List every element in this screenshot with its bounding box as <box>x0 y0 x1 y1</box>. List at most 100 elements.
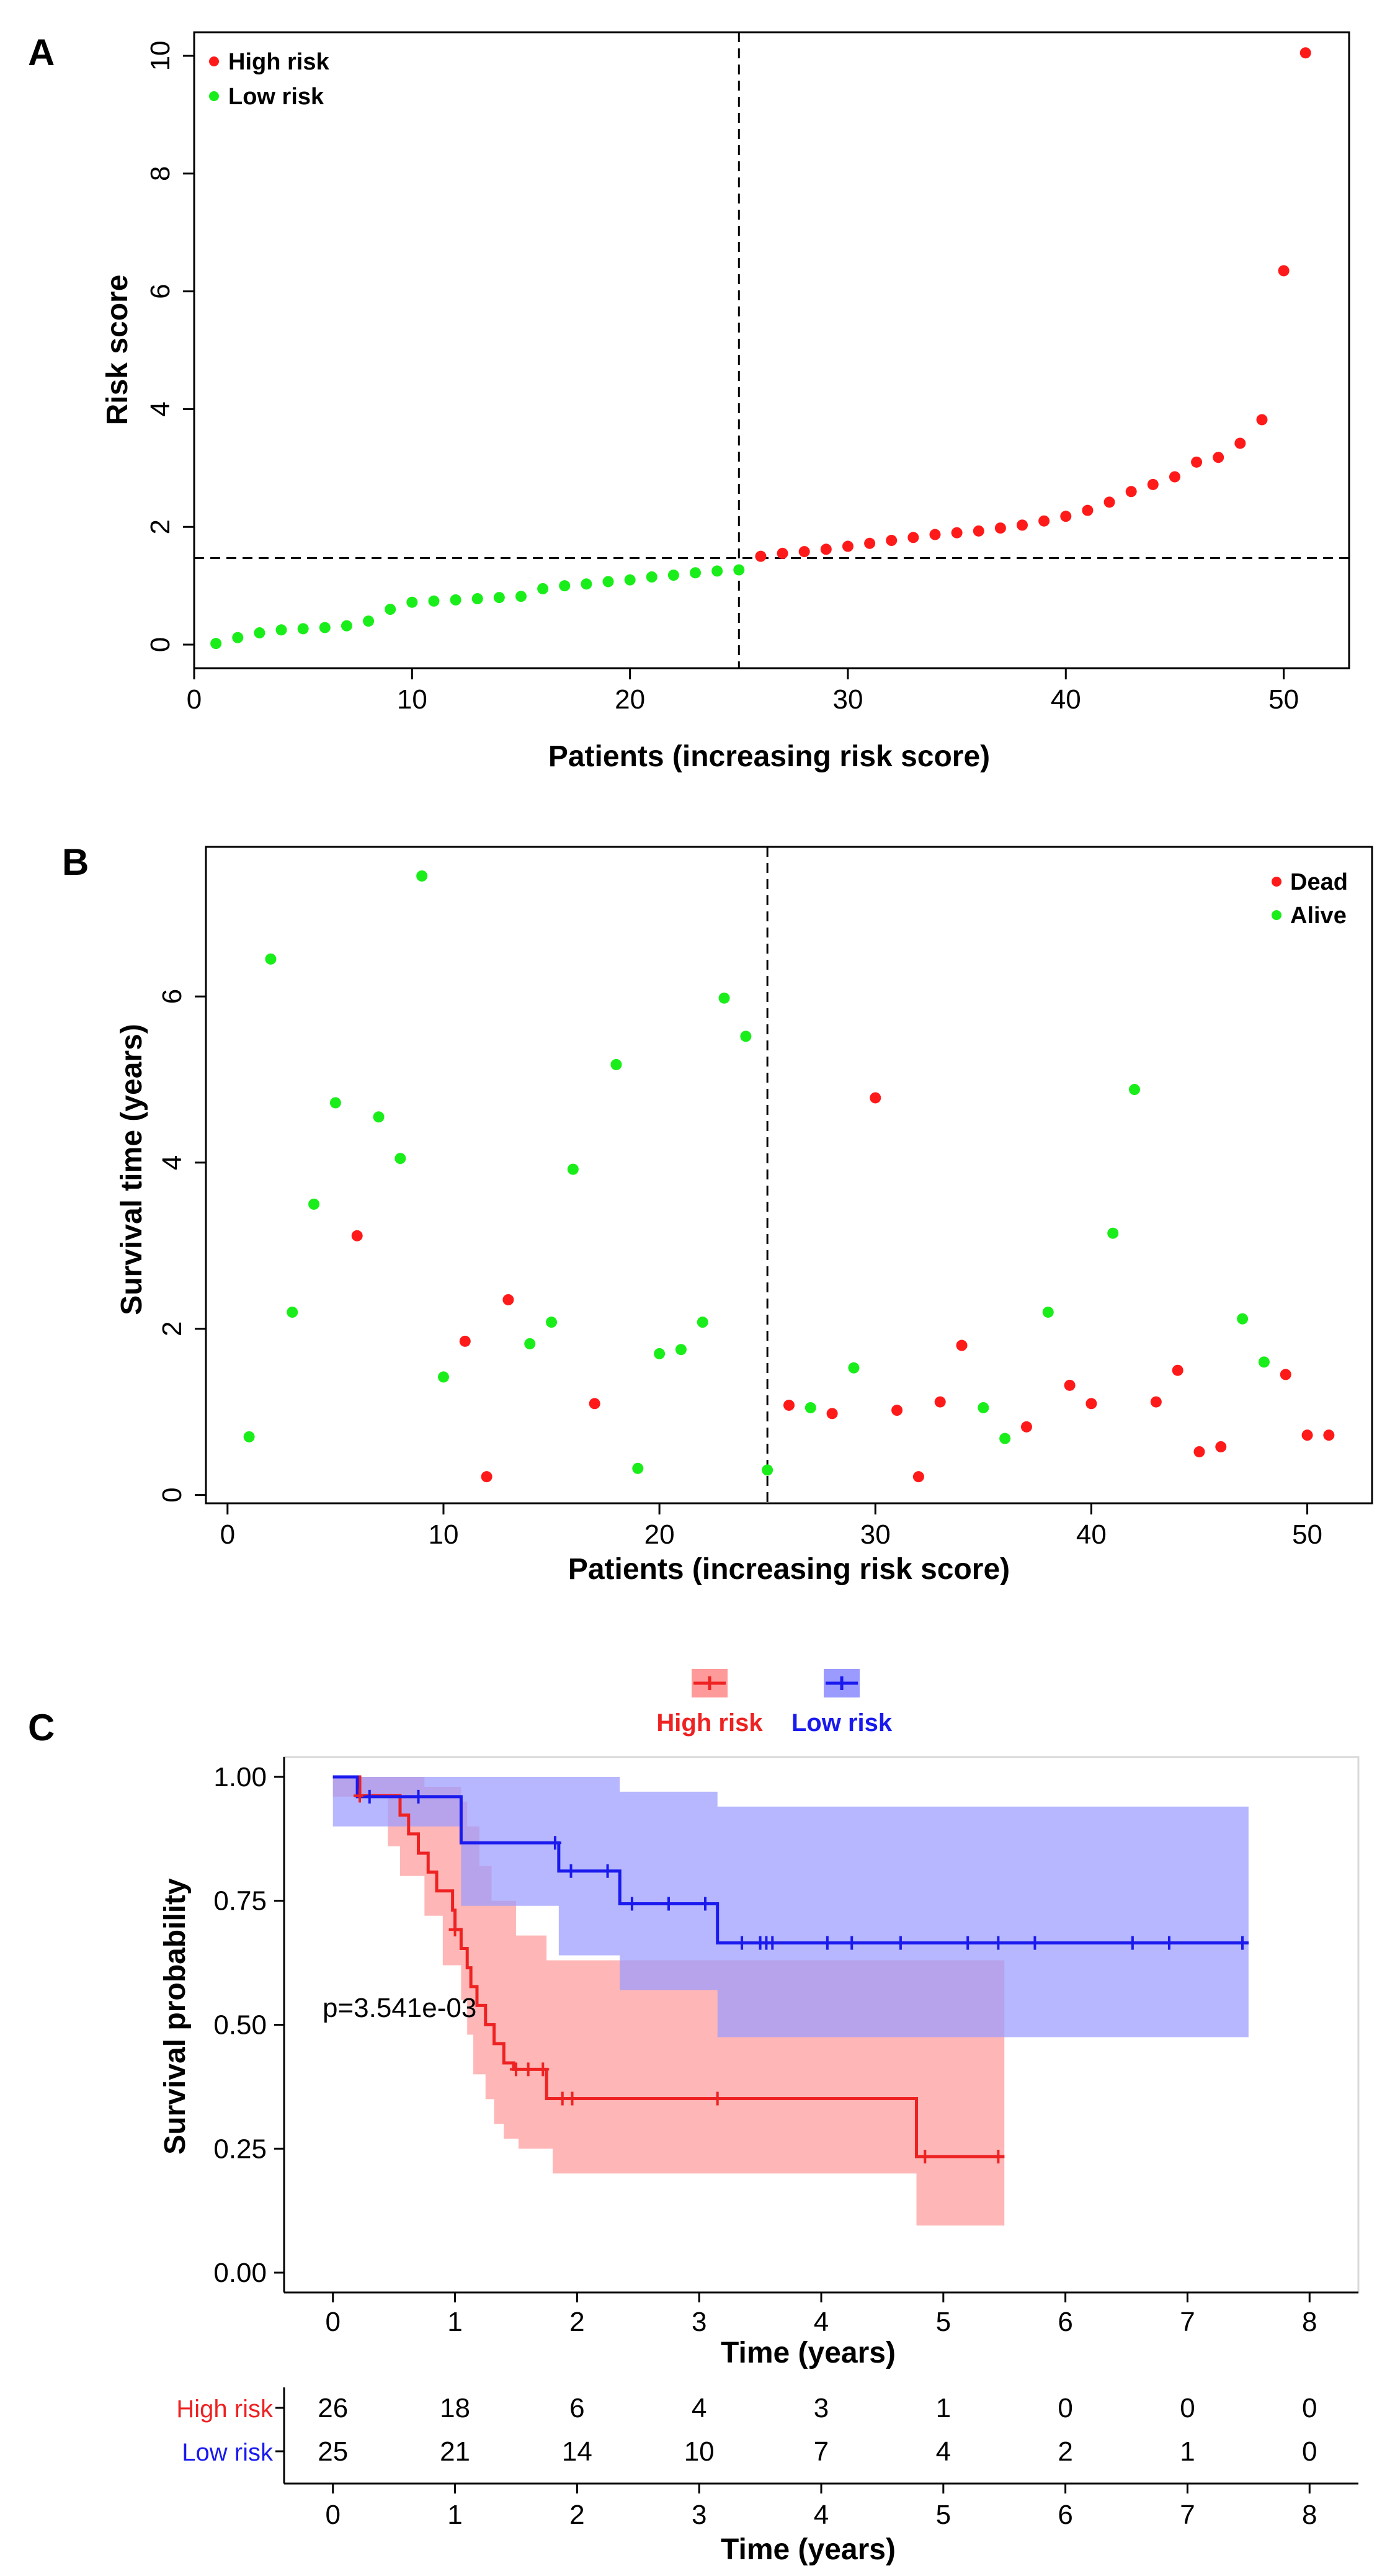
panel-a-point-high-risk <box>1082 504 1094 516</box>
km-ci-band-low-risk <box>332 1776 1249 2037</box>
panel-b-point-alive <box>1258 1356 1270 1368</box>
panel-b-point-alive <box>243 1431 255 1442</box>
panel-a-point-low-risk <box>385 604 396 615</box>
risk-table-x-tick-label: 0 <box>325 2500 340 2530</box>
legend-km-high-label: High risk <box>656 1709 763 1737</box>
panel-b-point-dead <box>1301 1429 1313 1441</box>
km-censor-mark <box>412 1789 425 1804</box>
legend-dead-label: Dead <box>1290 869 1348 895</box>
legend-alive-marker <box>1272 910 1281 920</box>
panel-b-point-alive <box>762 1464 773 1476</box>
risk-table-x-tick-label: 8 <box>1302 2500 1317 2530</box>
panel-a-x-label: Patients (increasing risk score) <box>548 740 990 773</box>
risk-table-cell: 7 <box>814 2436 829 2467</box>
km-censor-mark <box>1236 1936 1249 1950</box>
panel-c-x-tick-label: 3 <box>692 2307 706 2337</box>
km-censor-mark <box>537 2062 550 2077</box>
panel-c-y-tick-label: 0.00 <box>213 2258 267 2288</box>
panel-b-point-alive <box>1237 1313 1249 1325</box>
legend-dead-marker <box>1272 877 1281 887</box>
panel-a-x-tick-label: 20 <box>615 684 645 715</box>
panel-c-legend: High risk Low risk <box>656 1669 893 1737</box>
panel-b-point-dead <box>1020 1421 1032 1433</box>
km-censor-mark <box>601 1864 614 1878</box>
panel-c-x-tick-label: 8 <box>1302 2307 1317 2337</box>
panel-b-point-dead <box>1064 1379 1076 1391</box>
panel-b-point-alive <box>1107 1227 1119 1239</box>
panel-c-y-tick-label: 0.75 <box>213 1886 267 1916</box>
panel-b-point-dead <box>1280 1369 1291 1380</box>
km-censor-mark <box>821 1936 834 1950</box>
panel-c-x-tick-label: 0 <box>325 2307 340 2337</box>
panel-a-point-high-risk <box>1038 515 1050 527</box>
panel-c-ticks: 0 1 2 3 4 5 6 7 8 0.00 0.25 0.50 0.75 1.00 <box>213 1762 1317 2337</box>
panel-a-point-low-risk <box>690 567 702 579</box>
panel-b-ticks: 0 10 20 30 40 50 0 2 4 6 <box>157 989 1322 1550</box>
legend-high-risk-marker <box>209 56 219 66</box>
km-censor-mark <box>992 2150 1005 2164</box>
panel-b-point-dead <box>351 1230 363 1241</box>
km-censor-mark <box>662 1897 675 1911</box>
panel-a-point-high-risk <box>1103 496 1115 508</box>
panel-a-label: A <box>28 32 55 73</box>
panel-a-point-low-risk <box>515 591 527 602</box>
panel-c-x-tick-label: 5 <box>936 2307 951 2337</box>
panel-a-point-high-risk <box>1017 519 1028 531</box>
km-ci-band-high-risk <box>332 1776 1005 2226</box>
panel-b-y-label: Survival time (years) <box>115 1024 148 1315</box>
panel-b-point-dead <box>891 1405 903 1416</box>
panel-b-point-alive <box>1129 1084 1141 1096</box>
risk-table-x-tick-label: 5 <box>936 2500 951 2530</box>
panel-a-point-high-risk <box>1256 414 1268 426</box>
km-censor-mark <box>699 1897 712 1911</box>
panel-b-x-tick-label: 40 <box>1076 1519 1107 1550</box>
panel-b-point-dead <box>459 1335 471 1347</box>
panel-a-point-high-risk <box>951 527 963 539</box>
legend-low-risk-label: Low risk <box>228 84 324 110</box>
panel-b-point-alive <box>437 1371 449 1383</box>
risk-table-x-tick-label: 3 <box>692 2500 706 2530</box>
panel-a-point-low-risk <box>275 624 287 636</box>
panel-b-point-dead <box>934 1396 946 1408</box>
panel-a-point-high-risk <box>886 535 898 547</box>
panel-a-point-low-risk <box>319 622 331 633</box>
risk-table-x-label: Time (years) <box>721 2533 896 2566</box>
risk-table-x-tick-label: 2 <box>569 2500 584 2530</box>
km-censor-mark <box>992 1936 1005 1950</box>
panel-b-x-tick-label: 0 <box>220 1519 235 1550</box>
panel-b-point-alive <box>610 1058 622 1070</box>
panel-b-point-dead <box>502 1294 514 1305</box>
panel-a-point-low-risk <box>733 564 745 576</box>
risk-table-x-tick-label: 7 <box>1180 2500 1195 2530</box>
panel-b-x-tick-label: 50 <box>1292 1519 1322 1550</box>
panel-b-point-dead <box>826 1408 838 1420</box>
panel-b-y-tick-label: 4 <box>157 1155 187 1170</box>
risk-table-cell: 2 <box>1058 2436 1072 2467</box>
km-censor-mark <box>1126 1936 1139 1950</box>
panel-b-point-dead <box>1085 1398 1097 1410</box>
panel-b-point-alive <box>373 1111 385 1123</box>
panel-c-x-tick-label: 2 <box>569 2307 584 2337</box>
panel-a-y-tick-label: 10 <box>145 40 176 71</box>
risk-table-cell: 3 <box>814 2393 829 2423</box>
panel-a-point-high-risk <box>755 550 767 562</box>
panel-c-x-tick-label: 1 <box>447 2307 462 2337</box>
panel-b-point-alive <box>804 1402 816 1413</box>
panel-b-point-alive <box>999 1433 1011 1444</box>
risk-table-cell: 4 <box>936 2436 951 2467</box>
risk-table-cell: 4 <box>692 2393 706 2423</box>
panel-a-y-tick-label: 0 <box>145 637 176 652</box>
panel-c-y-tick-label: 1.00 <box>213 1762 267 1792</box>
legend-high-risk-label: High risk <box>228 49 329 75</box>
panel-b-point-alive <box>567 1163 579 1175</box>
risk-table-low-label: Low risk <box>182 2439 274 2466</box>
panel-a-x-tick-label: 30 <box>832 684 863 715</box>
panel-a-point-high-risk <box>820 543 832 555</box>
legend-alive-label: Alive <box>1290 903 1347 929</box>
panel-b-point-alive <box>416 870 428 882</box>
risk-table-x-tick-label: 1 <box>447 2500 462 2530</box>
panel-c-confidence-bands <box>332 1776 1249 2226</box>
panel-a-y-label: Risk score <box>101 275 134 426</box>
